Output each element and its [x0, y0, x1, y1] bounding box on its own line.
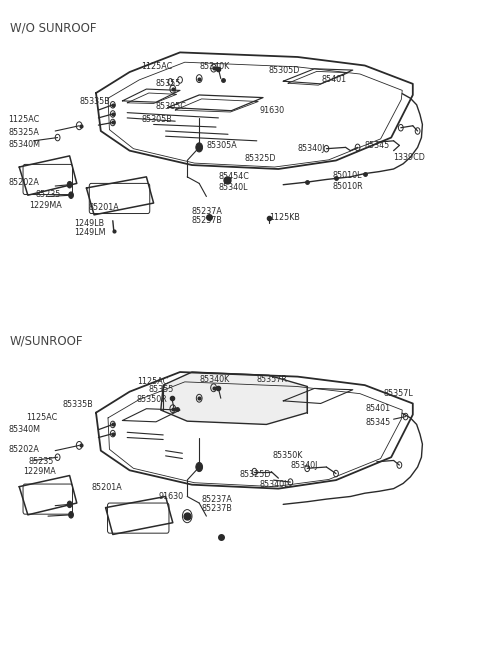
- Circle shape: [69, 192, 73, 198]
- Text: 85401: 85401: [322, 75, 347, 84]
- Text: 85201A: 85201A: [91, 483, 122, 493]
- Text: 85201A: 85201A: [89, 203, 120, 212]
- Text: 85340L: 85340L: [259, 480, 288, 489]
- Text: 85357L: 85357L: [384, 388, 414, 398]
- Text: 85335B: 85335B: [79, 97, 110, 106]
- Text: 85355: 85355: [156, 79, 181, 88]
- Text: 1249LB: 1249LB: [74, 219, 105, 228]
- Text: 91630: 91630: [259, 105, 284, 115]
- Text: 1125AC: 1125AC: [137, 377, 168, 386]
- Text: 85355: 85355: [149, 385, 174, 394]
- Text: 85235: 85235: [29, 457, 54, 466]
- Text: W/SUNROOF: W/SUNROOF: [10, 334, 83, 347]
- Text: 85010L: 85010L: [332, 171, 361, 180]
- Text: W/O SUNROOF: W/O SUNROOF: [10, 21, 96, 34]
- Text: 85454C: 85454C: [218, 172, 249, 181]
- Text: 85340K: 85340K: [199, 375, 229, 384]
- Text: 85325A: 85325A: [9, 128, 39, 137]
- Text: 1249LM: 1249LM: [74, 228, 106, 237]
- Text: 85202A: 85202A: [9, 445, 39, 455]
- Text: 85237B: 85237B: [192, 216, 223, 225]
- Text: 85237A: 85237A: [192, 207, 223, 216]
- Text: 85325D: 85325D: [240, 470, 272, 479]
- Circle shape: [69, 512, 73, 518]
- Text: 85335B: 85335B: [62, 400, 93, 409]
- Text: 85235: 85235: [36, 190, 61, 199]
- Text: 1125AC: 1125AC: [9, 115, 40, 124]
- Text: 1339CD: 1339CD: [394, 153, 425, 162]
- Text: 85305D: 85305D: [269, 66, 300, 75]
- Circle shape: [196, 143, 203, 152]
- Text: 85345: 85345: [365, 141, 390, 150]
- Text: 1125KB: 1125KB: [269, 213, 300, 222]
- Text: 85325D: 85325D: [245, 154, 276, 163]
- Text: 85237B: 85237B: [202, 504, 232, 514]
- Circle shape: [67, 181, 72, 188]
- Text: 1229MA: 1229MA: [23, 467, 56, 476]
- Text: 1125AC: 1125AC: [26, 413, 58, 422]
- Text: 85010R: 85010R: [332, 181, 363, 191]
- Text: 85305A: 85305A: [206, 141, 237, 150]
- Text: 1125AC: 1125AC: [142, 62, 173, 71]
- Circle shape: [67, 501, 72, 508]
- Text: 85340K: 85340K: [199, 62, 229, 71]
- Text: 85340J: 85340J: [298, 144, 325, 153]
- Text: 85345: 85345: [366, 418, 391, 427]
- Text: 85305B: 85305B: [142, 115, 172, 124]
- Text: 85340M: 85340M: [9, 424, 41, 434]
- Text: 85401: 85401: [366, 403, 391, 413]
- Text: 85340J: 85340J: [290, 460, 318, 470]
- Text: 85305C: 85305C: [156, 102, 187, 111]
- Text: 1229MA: 1229MA: [29, 200, 61, 210]
- Text: 85202A: 85202A: [9, 178, 39, 187]
- Text: 91630: 91630: [158, 492, 183, 501]
- Text: 85350R: 85350R: [137, 395, 168, 404]
- Polygon shape: [161, 372, 307, 424]
- Text: 85340L: 85340L: [218, 183, 248, 192]
- Text: 85237A: 85237A: [202, 495, 232, 504]
- Text: 85357R: 85357R: [257, 375, 288, 384]
- Circle shape: [196, 462, 203, 472]
- Text: 85350K: 85350K: [273, 451, 303, 460]
- Text: 85340M: 85340M: [9, 140, 41, 149]
